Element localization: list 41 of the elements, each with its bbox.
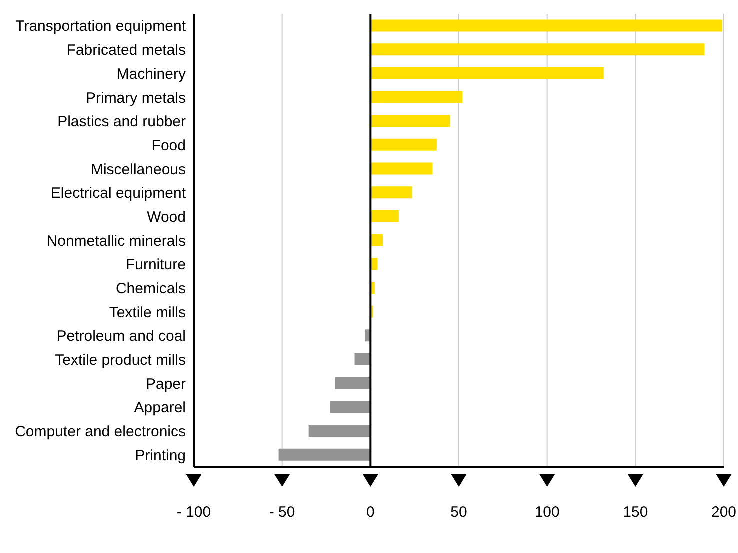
y-tick-label: Furniture [126,256,186,274]
y-tick-label: Wood [147,208,186,226]
x-tick-label: - 100 [176,504,212,521]
y-tick-label: Primary metals [86,90,186,107]
y-tick-label: Miscellaneous [90,161,186,178]
y-tick-label: Textile product mills [55,352,186,370]
y-tick-label: Apparel [134,400,186,417]
bar [370,186,412,199]
bar [354,354,371,366]
y-tick-label: Computer and electronics [15,424,186,441]
y-tick-label: Textile mills [109,304,186,322]
y-tick-label: Petroleum and coal [56,328,186,346]
y-tick-label: Nonmetallic minerals [46,232,186,250]
bar [370,234,384,246]
y-tick-label: Machinery [116,66,186,83]
y-tick-label: Food [152,137,186,154]
x-tick-label: - 50 [269,504,296,521]
bar [335,377,371,390]
y-tick-label: Printing [135,447,186,464]
x-tick-label: 50 [450,504,468,521]
y-tick-label: Electrical equipment [50,185,187,202]
bar [370,115,450,128]
x-tick-label: 100 [534,504,560,521]
y-tick-label: Chemicals [116,280,186,298]
x-tick-label: 0 [366,504,375,521]
bar [370,91,463,104]
bar [330,401,371,414]
bar [370,20,722,32]
y-tick-label: Plastics and rubber [58,114,186,131]
bar [308,425,371,438]
bar [370,210,399,222]
bar [278,448,371,461]
bar [370,44,705,56]
x-tick-label: 150 [623,504,648,521]
y-tick-label: Transportation equipment [16,18,187,36]
bar [370,67,604,80]
y-tick-label: Paper [146,376,186,393]
x-tick-label: 200 [711,504,737,521]
y-tick-label: Fabricated metals [66,42,186,60]
bar [370,162,432,175]
bar [370,138,437,151]
